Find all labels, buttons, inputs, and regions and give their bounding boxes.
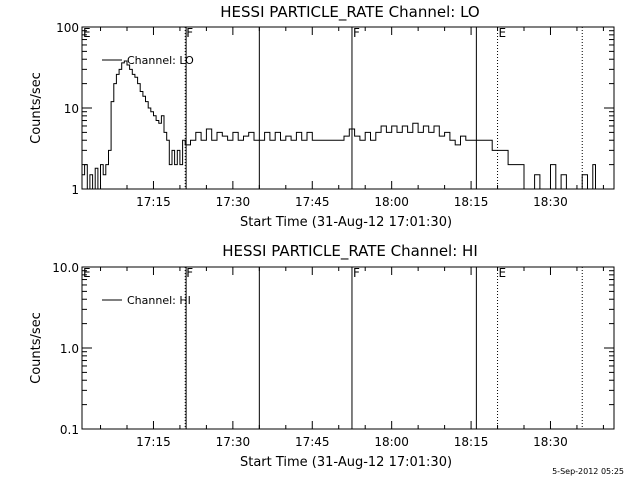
marker-label: E bbox=[499, 266, 507, 280]
footer-date: 5-Sep-2012 05:25 bbox=[552, 467, 624, 476]
chart-lo-ylabel: Counts/sec bbox=[29, 72, 44, 144]
chart-lo: HESSI PARTICLE_RATE Channel: LO Counts/s… bbox=[29, 3, 615, 230]
chart-lo-plot: 17:15 17:30 17:45 18:00 18:15 18:30 1 10 100 E F F E… bbox=[56, 21, 615, 209]
y-tick-label: 1 bbox=[71, 183, 79, 197]
x-tick-label: 18:30 bbox=[533, 195, 568, 209]
chart-lo-frame bbox=[81, 26, 615, 190]
chart-hi-frame bbox=[81, 266, 615, 430]
x-tick-label: 17:45 bbox=[295, 435, 330, 449]
marker-label: F bbox=[353, 26, 360, 40]
marker-label: F bbox=[353, 266, 360, 280]
legend-label: Channel: HI bbox=[127, 294, 191, 307]
series-line-lo bbox=[82, 60, 596, 190]
chart-hi-xlabel: Start Time (31-Aug-12 17:01:30) bbox=[240, 455, 452, 470]
legend-label: Channel: LO bbox=[127, 54, 194, 67]
x-tick-label: 18:00 bbox=[374, 435, 409, 449]
marker-label: F bbox=[186, 266, 193, 280]
chart-hi-ylabel: Counts/sec bbox=[29, 312, 44, 384]
x-tick-label: 17:15 bbox=[136, 195, 171, 209]
y-tick-label: 100 bbox=[56, 21, 79, 35]
y-tick-label: 0.1 bbox=[60, 423, 79, 437]
x-tick-label: 17:45 bbox=[295, 195, 330, 209]
chart-hi-plot: 17:15 17:30 17:45 18:00 18:15 18:30 0.1 1.0 10.0… bbox=[52, 261, 615, 449]
chart-hi-title: HESSI PARTICLE_RATE Channel: HI bbox=[222, 242, 478, 261]
marker-label: E bbox=[83, 26, 91, 40]
marker-label: E bbox=[499, 26, 507, 40]
x-tick-label: 18:15 bbox=[454, 435, 489, 449]
chart-lo-title: HESSI PARTICLE_RATE Channel: LO bbox=[220, 3, 479, 22]
x-tick-label: 18:30 bbox=[533, 435, 568, 449]
marker-label: F bbox=[186, 26, 193, 40]
x-tick-label: 18:15 bbox=[454, 195, 489, 209]
y-tick-label: 1.0 bbox=[60, 342, 79, 356]
chart-hi: HESSI PARTICLE_RATE Channel: HI Counts/s… bbox=[29, 242, 615, 470]
chart-lo-xlabel: Start Time (31-Aug-12 17:01:30) bbox=[240, 215, 452, 230]
x-tick-label: 18:00 bbox=[374, 195, 409, 209]
y-tick-label: 10.0 bbox=[52, 261, 79, 275]
x-tick-label: 17:15 bbox=[136, 435, 171, 449]
y-tick-label: 10 bbox=[64, 102, 79, 116]
x-tick-label: 17:30 bbox=[216, 435, 251, 449]
marker-label: E bbox=[83, 266, 91, 280]
x-tick-label: 17:30 bbox=[216, 195, 251, 209]
